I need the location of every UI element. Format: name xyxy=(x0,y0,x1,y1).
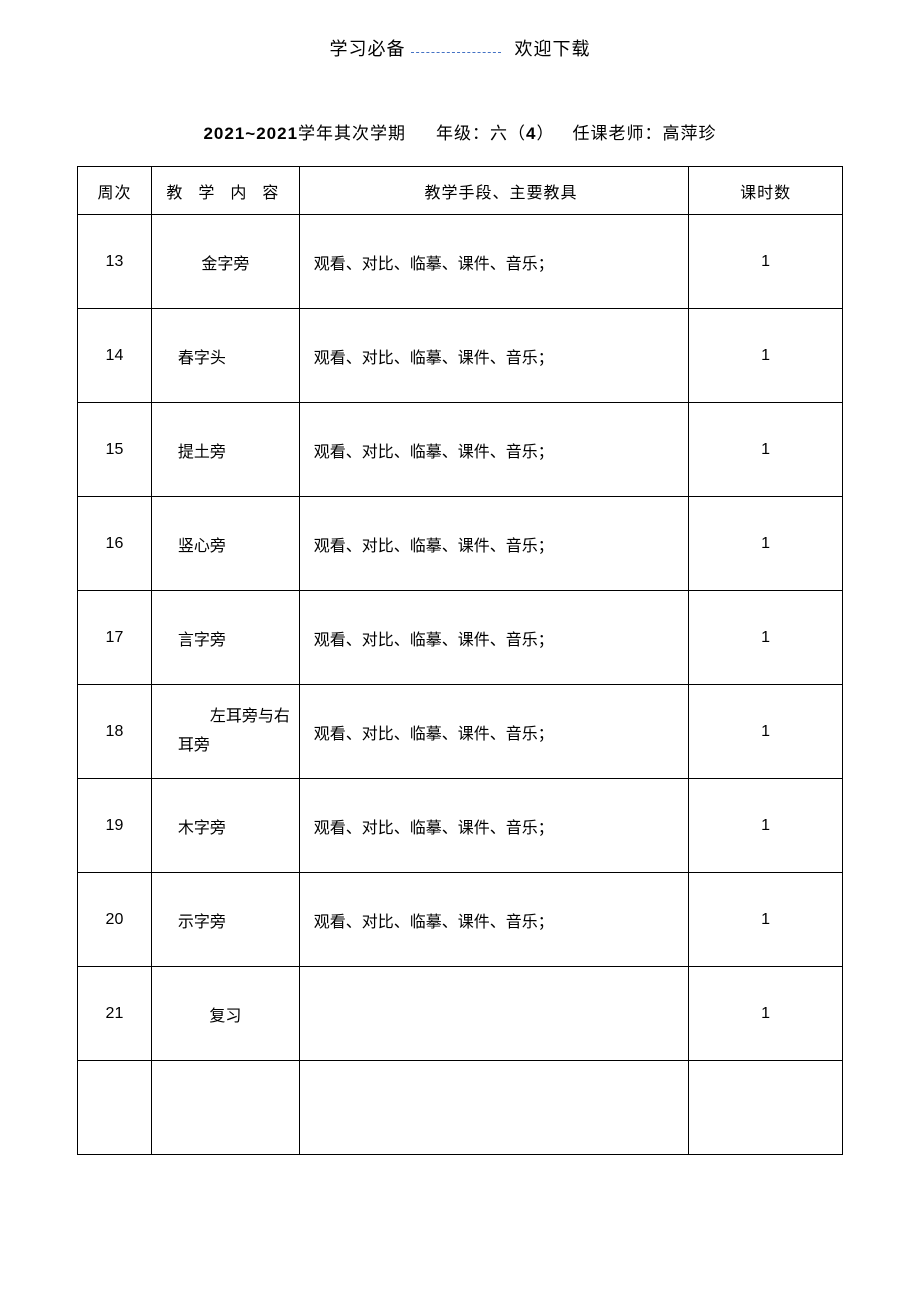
cell-method: 观看、对比、临摹、课件、音乐； xyxy=(299,497,688,591)
semester-year: 2021~2021 xyxy=(203,124,298,143)
cell-week: 15 xyxy=(78,403,152,497)
cell-hours: 1 xyxy=(689,309,843,403)
cell-hours: 1 xyxy=(689,873,843,967)
cell-method: 观看、对比、临摹、课件、音乐； xyxy=(299,309,688,403)
header-week: 周次 xyxy=(78,167,152,215)
semester-label: 学年其次学期 xyxy=(298,124,406,143)
page-header: 学习必备 欢迎下载 xyxy=(0,0,920,61)
header-left: 学习必备 xyxy=(330,35,406,61)
cell-hours: 1 xyxy=(689,685,843,779)
cell-method xyxy=(299,967,688,1061)
table-header-row: 周次 教 学 内 容 教学手段、主要教具 课时数 xyxy=(78,167,843,215)
cell-week: 17 xyxy=(78,591,152,685)
cell-hours: 1 xyxy=(689,403,843,497)
cell-hours: 1 xyxy=(689,497,843,591)
cell-week: 14 xyxy=(78,309,152,403)
cell-method: 观看、对比、临摹、课件、音乐； xyxy=(299,779,688,873)
cell-content: 复习 xyxy=(151,967,299,1061)
grade-number: 4 xyxy=(526,124,536,143)
table-row: 21复习 1 xyxy=(78,967,843,1061)
table-row: 20示字旁观看、对比、临摹、课件、音乐；1 xyxy=(78,873,843,967)
cell-content: 示字旁 xyxy=(151,873,299,967)
cell-week: 21 xyxy=(78,967,152,1061)
header-method: 教学手段、主要教具 xyxy=(299,167,688,215)
cell-week: 18 xyxy=(78,685,152,779)
cell-content: 竖心旁 xyxy=(151,497,299,591)
table-row: 17言字旁观看、对比、临摹、课件、音乐；1 xyxy=(78,591,843,685)
cell-hours: 1 xyxy=(689,779,843,873)
cell-content: 左耳旁与右耳旁 xyxy=(151,685,299,779)
table-row: 16竖心旁观看、对比、临摹、课件、音乐；1 xyxy=(78,497,843,591)
cell-hours: 1 xyxy=(689,215,843,309)
cell-method: 观看、对比、临摹、课件、音乐； xyxy=(299,591,688,685)
cell-hours: 1 xyxy=(689,967,843,1061)
cell-week: 20 xyxy=(78,873,152,967)
cell-content: 春字头 xyxy=(151,309,299,403)
header-content: 教 学 内 容 xyxy=(151,167,299,215)
cell-hours xyxy=(689,1061,843,1155)
cell-content: 金字旁 xyxy=(151,215,299,309)
table-row: 14春字头观看、对比、临摹、课件、音乐；1 xyxy=(78,309,843,403)
grade-close: ） xyxy=(537,124,555,143)
cell-method xyxy=(299,1061,688,1155)
cell-week: 16 xyxy=(78,497,152,591)
grade-label: 年级：六（ xyxy=(436,124,526,143)
cell-content xyxy=(151,1061,299,1155)
cell-week xyxy=(78,1061,152,1155)
table-row: 19木字旁观看、对比、临摹、课件、音乐；1 xyxy=(78,779,843,873)
header-underline xyxy=(411,52,501,53)
cell-method: 观看、对比、临摹、课件、音乐； xyxy=(299,403,688,497)
schedule-table: 周次 教 学 内 容 教学手段、主要教具 课时数 13金字旁观看、对比、临摹、课… xyxy=(77,166,843,1155)
table-row: 15提土旁观看、对比、临摹、课件、音乐；1 xyxy=(78,403,843,497)
teacher-label: 任课老师：高萍珍 xyxy=(573,124,717,143)
cell-week: 13 xyxy=(78,215,152,309)
cell-week: 19 xyxy=(78,779,152,873)
table-row: 18 左耳旁与右耳旁观看、对比、临摹、课件、音乐；1 xyxy=(78,685,843,779)
title-line: 2021~2021学年其次学期 年级：六（4） 任课老师：高萍珍 xyxy=(0,119,920,144)
cell-method: 观看、对比、临摹、课件、音乐； xyxy=(299,685,688,779)
header-hours: 课时数 xyxy=(689,167,843,215)
cell-method: 观看、对比、临摹、课件、音乐； xyxy=(299,215,688,309)
table-row xyxy=(78,1061,843,1155)
header-right: 欢迎下载 xyxy=(515,35,591,61)
cell-content: 木字旁 xyxy=(151,779,299,873)
cell-content: 言字旁 xyxy=(151,591,299,685)
table-row: 13金字旁观看、对比、临摹、课件、音乐；1 xyxy=(78,215,843,309)
table-body: 13金字旁观看、对比、临摹、课件、音乐；114春字头观看、对比、临摹、课件、音乐… xyxy=(78,215,843,1155)
cell-hours: 1 xyxy=(689,591,843,685)
cell-content: 提土旁 xyxy=(151,403,299,497)
cell-method: 观看、对比、临摹、课件、音乐； xyxy=(299,873,688,967)
